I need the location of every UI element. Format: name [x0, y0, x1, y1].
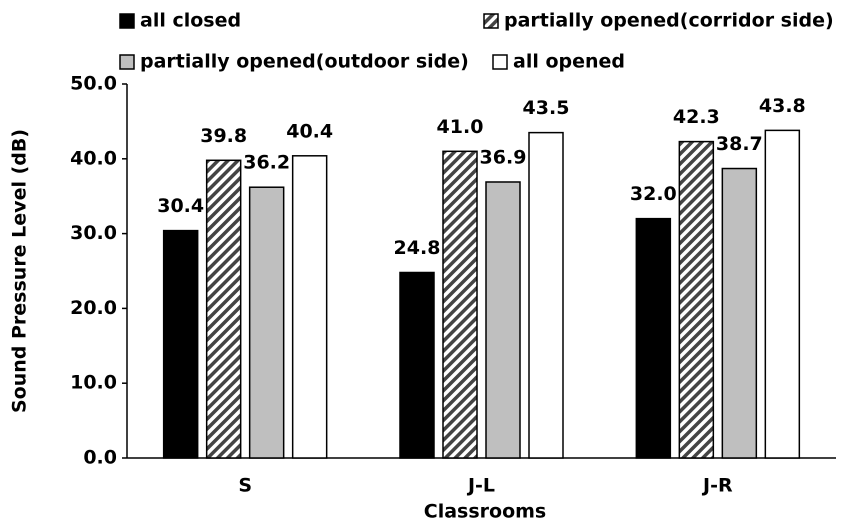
y-tick-label: 10.0: [70, 372, 117, 394]
bar: [442, 150, 478, 459]
bar: [528, 131, 564, 459]
x-tick-label: S: [238, 475, 252, 497]
legend-swatch: [119, 13, 135, 29]
legend-label: partially opened(corridor side): [504, 10, 834, 32]
legend-label: partially opened(outdoor side): [140, 51, 469, 73]
bar: [678, 140, 715, 459]
bar: [635, 217, 672, 459]
value-label: 42.3: [673, 106, 720, 128]
y-tick-label: 20.0: [70, 297, 117, 319]
legend-swatch: [483, 13, 499, 29]
value-label: 36.2: [243, 152, 290, 174]
value-label: 36.9: [480, 146, 527, 168]
value-label: 24.8: [394, 237, 441, 259]
legend-label: all opened: [513, 51, 625, 73]
legend-label: all closed: [140, 10, 241, 32]
x-axis-title: Classrooms: [424, 501, 546, 523]
bar: [248, 186, 285, 459]
bar: [764, 129, 801, 459]
value-label: 40.4: [286, 120, 333, 142]
bar: [721, 167, 758, 459]
legend-swatch: [492, 54, 508, 70]
bar: [205, 159, 242, 459]
x-tick-label: J-R: [701, 475, 733, 497]
y-tick-label: 30.0: [70, 222, 117, 244]
y-tick-label: 50.0: [70, 73, 117, 95]
bar: [291, 155, 328, 459]
value-label: 30.4: [157, 195, 204, 217]
value-label: 32.0: [630, 183, 677, 205]
bar: [162, 229, 199, 459]
value-label: 43.5: [523, 97, 570, 119]
value-label: 41.0: [437, 116, 484, 138]
bar: [485, 181, 521, 459]
bar: [399, 271, 435, 459]
y-tick-label: 0.0: [83, 447, 117, 469]
value-label: 38.7: [716, 133, 763, 155]
x-tick-label: J-L: [466, 475, 495, 497]
value-label: 43.8: [759, 95, 806, 117]
value-label: 39.8: [200, 125, 247, 147]
y-tick-label: 40.0: [70, 147, 117, 169]
legend-swatch: [119, 54, 135, 70]
y-axis-title: Sound Pressure Level (dB): [9, 129, 31, 413]
